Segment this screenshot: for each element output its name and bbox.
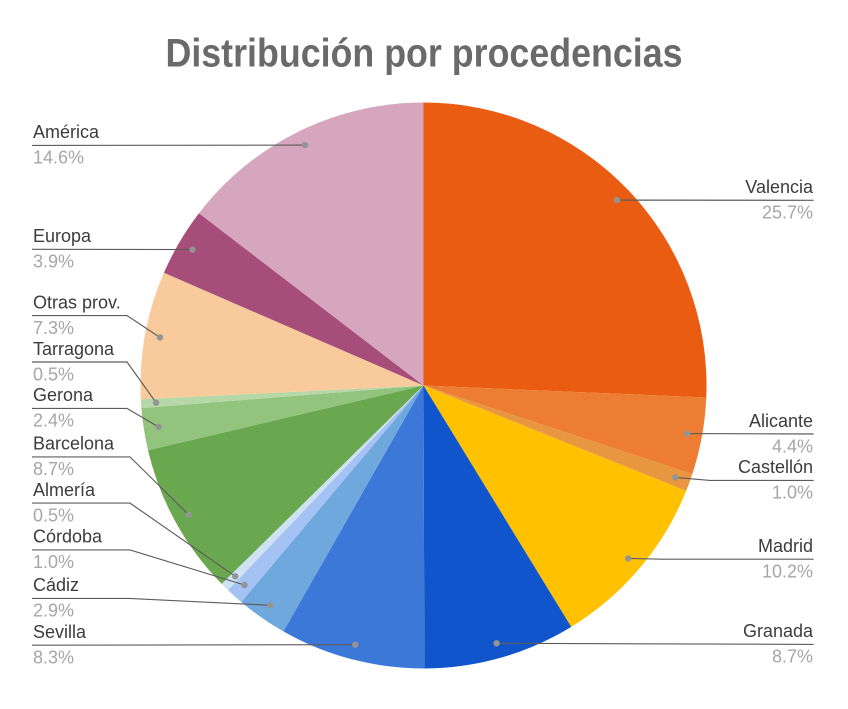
svg-text:Cádiz: Cádiz (33, 575, 79, 595)
svg-text:0.5%: 0.5% (33, 505, 74, 525)
svg-text:Sevilla: Sevilla (33, 622, 87, 642)
svg-text:Otras prov.: Otras prov. (33, 292, 121, 312)
svg-text:Europa: Europa (33, 226, 92, 246)
svg-text:Alicante: Alicante (749, 411, 813, 431)
svg-text:Tarragona: Tarragona (33, 339, 115, 359)
svg-text:10.2%: 10.2% (762, 562, 813, 582)
svg-text:3.9%: 3.9% (33, 252, 74, 272)
svg-text:14.6%: 14.6% (33, 148, 84, 168)
svg-text:Barcelona: Barcelona (33, 434, 115, 454)
svg-text:4.4%: 4.4% (772, 436, 813, 456)
svg-text:0.5%: 0.5% (33, 364, 74, 384)
svg-text:2.4%: 2.4% (33, 411, 74, 431)
svg-text:Madrid: Madrid (758, 536, 813, 556)
svg-text:Córdoba: Córdoba (33, 527, 103, 547)
svg-text:Valencia: Valencia (745, 177, 814, 197)
svg-text:Distribución por procedencias: Distribución por procedencias (166, 32, 683, 76)
svg-text:1.0%: 1.0% (772, 483, 813, 503)
svg-text:Granada: Granada (743, 621, 814, 641)
svg-text:Almería: Almería (33, 480, 96, 500)
svg-text:Castellón: Castellón (738, 457, 813, 477)
svg-text:8.3%: 8.3% (33, 648, 74, 668)
svg-text:8.7%: 8.7% (772, 647, 813, 667)
svg-text:1.0%: 1.0% (33, 552, 74, 572)
svg-text:América: América (33, 122, 100, 142)
svg-text:7.3%: 7.3% (33, 318, 74, 338)
svg-text:2.9%: 2.9% (33, 601, 74, 621)
svg-text:25.7%: 25.7% (762, 203, 813, 223)
svg-text:Gerona: Gerona (33, 385, 94, 405)
svg-text:8.7%: 8.7% (33, 459, 74, 479)
